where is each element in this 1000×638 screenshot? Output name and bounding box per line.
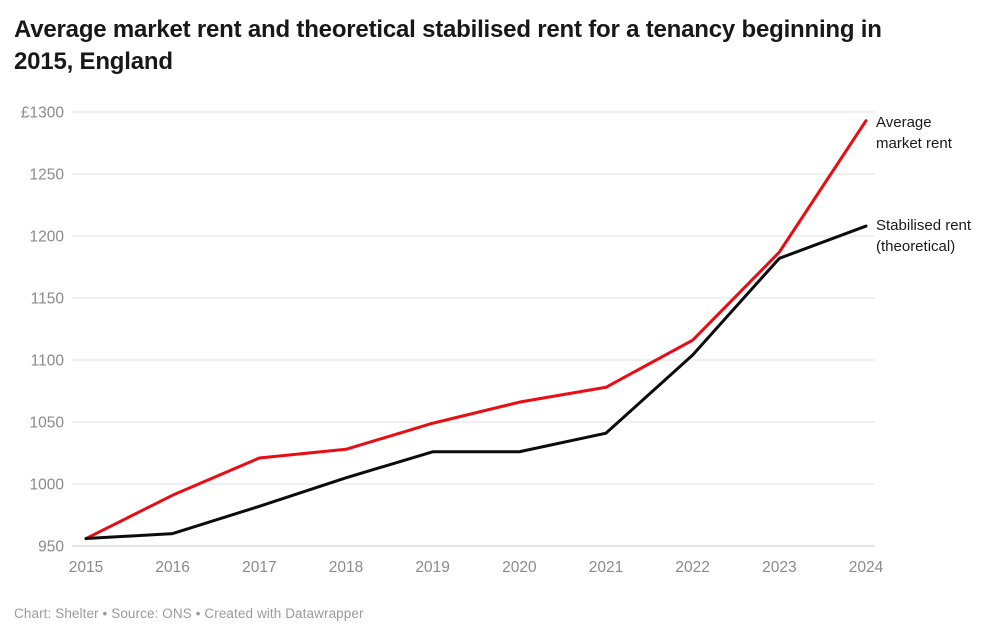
- series-line-stabilised-rent-theoretical[interactable]: [84, 224, 868, 541]
- x-axis-tick-label-2022: 2022: [675, 559, 709, 576]
- y-axis-tick-label: 950: [38, 539, 64, 556]
- x-axis-tick-label-2023: 2023: [762, 559, 796, 576]
- chart-attribution: Chart: Shelter • Source: ONS • Created w…: [14, 606, 364, 621]
- y-axis-tick-label: 1100: [31, 353, 65, 370]
- chart-title: Average market rent and theoretical stab…: [14, 16, 882, 75]
- y-axis-tick-label: 1200: [30, 229, 65, 246]
- x-axis-tick-label-2017: 2017: [242, 559, 276, 576]
- x-axis-tick-label-2016: 2016: [155, 559, 189, 576]
- y-axis-tick-label: 1050: [30, 415, 65, 432]
- series-line-average-market-rent[interactable]: [84, 119, 868, 541]
- legend-label-stabilised-rent: Stabilised rent (theoretical): [876, 217, 972, 256]
- y-axis-tick-label: 1000: [30, 477, 65, 494]
- x-axis-tick-label-2015: 2015: [69, 559, 103, 576]
- x-axis-tick-label-2019: 2019: [415, 559, 449, 576]
- x-axis-tick-label-2024: 2024: [849, 559, 884, 576]
- x-axis-tick-label-2020: 2020: [502, 559, 537, 576]
- x-axis-tick-label-2018: 2018: [329, 559, 363, 576]
- legend-label-average-market-rent: Average market rent: [876, 114, 952, 153]
- y-axis-tick-label: 1250: [30, 167, 65, 184]
- x-axis-tick-label-2021: 2021: [589, 559, 623, 576]
- y-axis-tick-label: £1300: [21, 105, 64, 122]
- y-axis-tick-label: 1150: [31, 291, 65, 308]
